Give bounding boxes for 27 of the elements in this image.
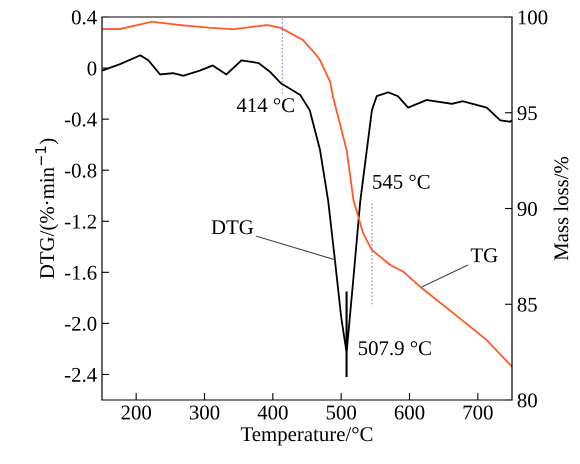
y-axis-title: DTG/(%·min$^{−1}$)	[35, 138, 58, 279]
y2-tick-label: 85	[518, 298, 537, 312]
x-tick-label: 400	[258, 405, 288, 420]
annotation: DTG	[212, 220, 254, 234]
annotation: TG	[470, 248, 498, 262]
y-tick-label: -2.0	[64, 316, 96, 331]
y-tick-label: -1.2	[64, 214, 96, 229]
x-tick-label: 300	[190, 405, 220, 420]
x-tick-label: 600	[394, 405, 424, 420]
annotation: 507.9 °C	[358, 341, 431, 356]
x-tick-label: 200	[121, 405, 151, 420]
y2-tick-label: 80	[518, 393, 537, 408]
y2-tick-label: 90	[518, 202, 537, 216]
y-tick-label: -0.4	[64, 112, 97, 127]
y-tick-label: 0	[88, 61, 96, 76]
x-tick-label: 700	[464, 405, 493, 420]
ref-line-label: 545 °C	[373, 174, 430, 189]
y2-axis-title: Mass loss/%	[554, 156, 568, 260]
y2-tick-label: 100	[518, 10, 548, 24]
x-tick-label: 500	[326, 405, 356, 420]
y-tick-label: 0.4	[72, 10, 97, 25]
x-axis-title: Temperature/°C	[240, 427, 372, 446]
y-tick-label: -2.4	[64, 368, 97, 382]
y-tick-label: -1.6	[64, 266, 97, 280]
y2-tick-label: 95	[518, 106, 537, 120]
ref-line-label: 414 °C	[236, 98, 294, 112]
y-tick-label: -0.8	[64, 164, 96, 178]
